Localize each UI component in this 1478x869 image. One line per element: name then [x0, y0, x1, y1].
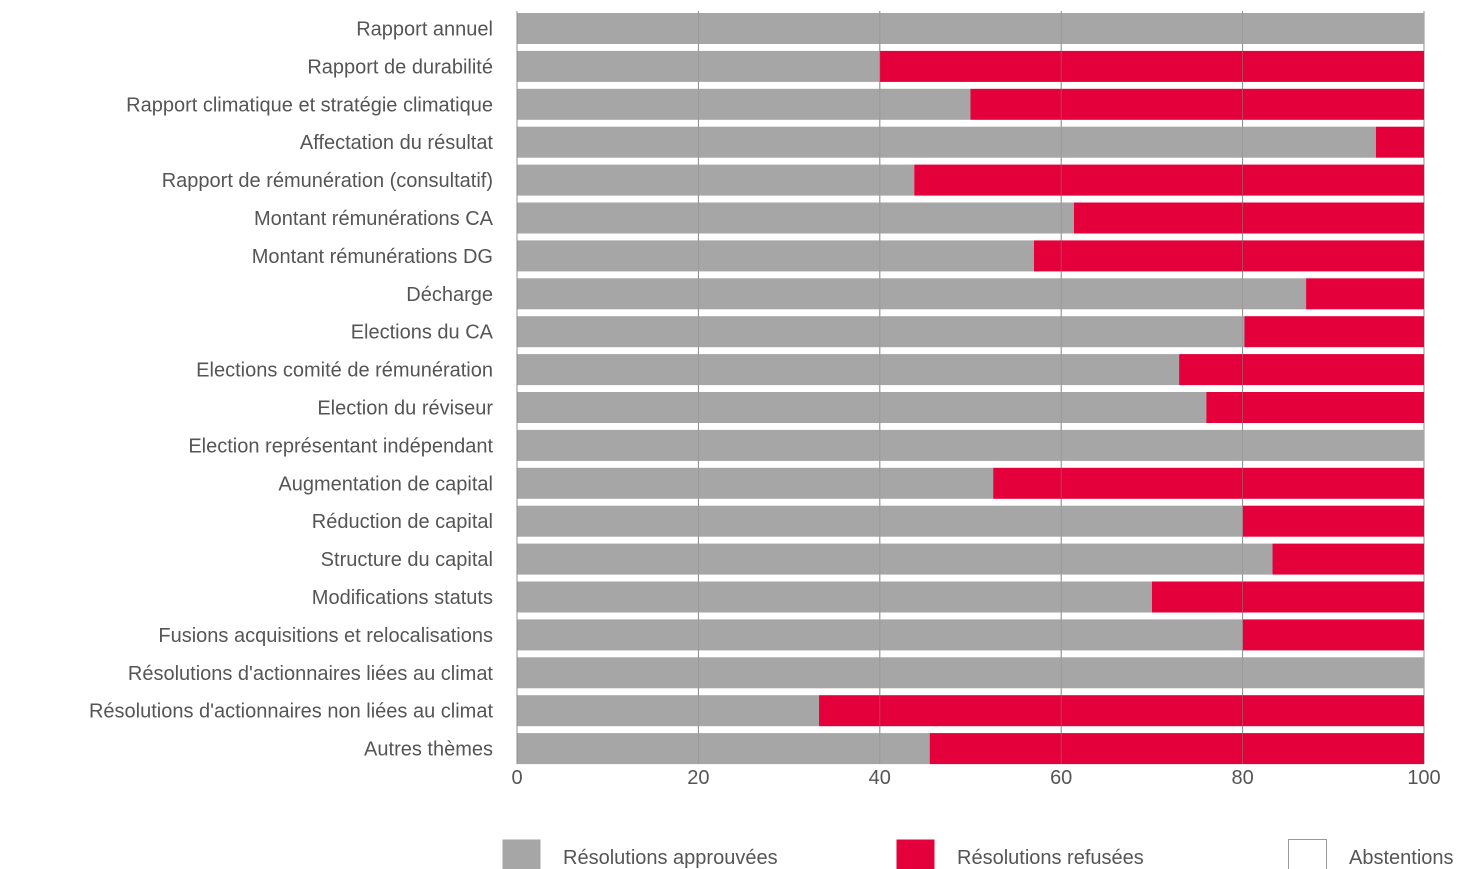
bar-refused-1 — [879, 50, 1424, 82]
bars — [517, 13, 1424, 765]
category-label: Fusions acquisitions et relocalisations — [158, 625, 493, 647]
bar-refused-8 — [1244, 316, 1424, 348]
legend: Résolutions approuvées Résolutions refusé… — [502, 839, 1454, 869]
bar-approved-3 — [517, 126, 1376, 158]
bar-refused-14 — [1272, 543, 1424, 575]
bar-refused-2 — [970, 88, 1424, 120]
bar-refused-15 — [1151, 581, 1424, 613]
x-tick-label: 60 — [1050, 767, 1072, 789]
bar-refused-19 — [929, 733, 1424, 765]
category-label: Réduction de capital — [312, 511, 493, 533]
bar-approved-15 — [517, 581, 1152, 613]
category-label: Rapport de rémunération (consultatif) — [162, 170, 493, 192]
category-label: Résolutions d'actionnaires liées au clim… — [128, 663, 494, 685]
bar-approved-4 — [517, 164, 915, 196]
category-label: Rapport annuel — [356, 19, 493, 41]
bar-refused-9 — [1179, 354, 1424, 386]
x-tick-label: 0 — [511, 767, 522, 789]
bar-approved-0 — [517, 13, 1424, 44]
category-label: Structure du capital — [321, 549, 493, 571]
bar-refused-5 — [1073, 202, 1424, 234]
category-label: Affectation du résultat — [300, 132, 494, 154]
category-label: Elections comité de rémunération — [196, 360, 493, 382]
x-tick-label: 80 — [1231, 767, 1253, 789]
bar-approved-18 — [517, 695, 820, 727]
bar-refused-6 — [1033, 240, 1424, 272]
bar-approved-14 — [517, 543, 1273, 575]
x-axis-tick-labels: 0 20 40 60 80 100 — [511, 767, 1440, 789]
bar-approved-10 — [517, 392, 1207, 423]
x-tick-label: 100 — [1407, 767, 1440, 789]
category-label: Rapport climatique et stratégie climatiq… — [126, 94, 493, 116]
bar-refused-12 — [993, 467, 1424, 499]
legend-label: Résolutions approuvées — [563, 847, 778, 869]
category-label: Montant rémunérations CA — [254, 208, 494, 230]
bar-approved-12 — [517, 467, 994, 499]
gridlines-overlay — [516, 11, 1243, 764]
legend-swatch-approved — [502, 839, 541, 869]
category-label: Modifications statuts — [312, 587, 493, 609]
bar-refused-13 — [1242, 505, 1424, 537]
category-label: Résolutions d'actionnaires non liées au … — [89, 701, 493, 723]
category-label: Augmentation de capital — [278, 473, 493, 495]
category-label: Election représentant indépendant — [188, 435, 493, 457]
gridlines — [516, 11, 1425, 764]
bar-refused-10 — [1206, 392, 1424, 423]
category-label: Décharge — [406, 284, 493, 306]
bar-refused-3 — [1375, 126, 1424, 158]
bar-approved-17 — [517, 657, 1424, 689]
category-label: Rapport de durabilité — [307, 56, 493, 78]
category-label: Election du réviseur — [317, 398, 493, 420]
x-tick-label: 20 — [687, 767, 709, 789]
bar-approved-8 — [517, 316, 1245, 348]
category-label: Montant rémunérations DG — [252, 246, 493, 268]
bar-approved-2 — [517, 88, 971, 120]
legend-swatch-refused — [896, 839, 935, 869]
category-label: Autres thèmes — [364, 739, 493, 761]
bar-refused-4 — [914, 164, 1424, 196]
bar-approved-19 — [517, 733, 930, 765]
legend-label: Abstentions — [1349, 847, 1454, 869]
x-tick-label: 40 — [869, 767, 891, 789]
bar-refused-18 — [819, 695, 1424, 727]
bar-refused-16 — [1242, 619, 1424, 651]
legend-swatch-abstentions — [1288, 839, 1327, 869]
bar-approved-7 — [517, 278, 1307, 310]
bar-refused-7 — [1306, 278, 1424, 310]
bar-approved-11 — [517, 429, 1424, 461]
bar-approved-6 — [517, 240, 1034, 272]
bar-approved-9 — [517, 354, 1180, 386]
category-labels: Rapport annuel Rapport de durabilité Rappo… — [89, 19, 494, 761]
legend-label: Résolutions refusées — [957, 847, 1144, 869]
bar-approved-5 — [517, 202, 1074, 234]
category-label: Elections du CA — [351, 322, 494, 344]
